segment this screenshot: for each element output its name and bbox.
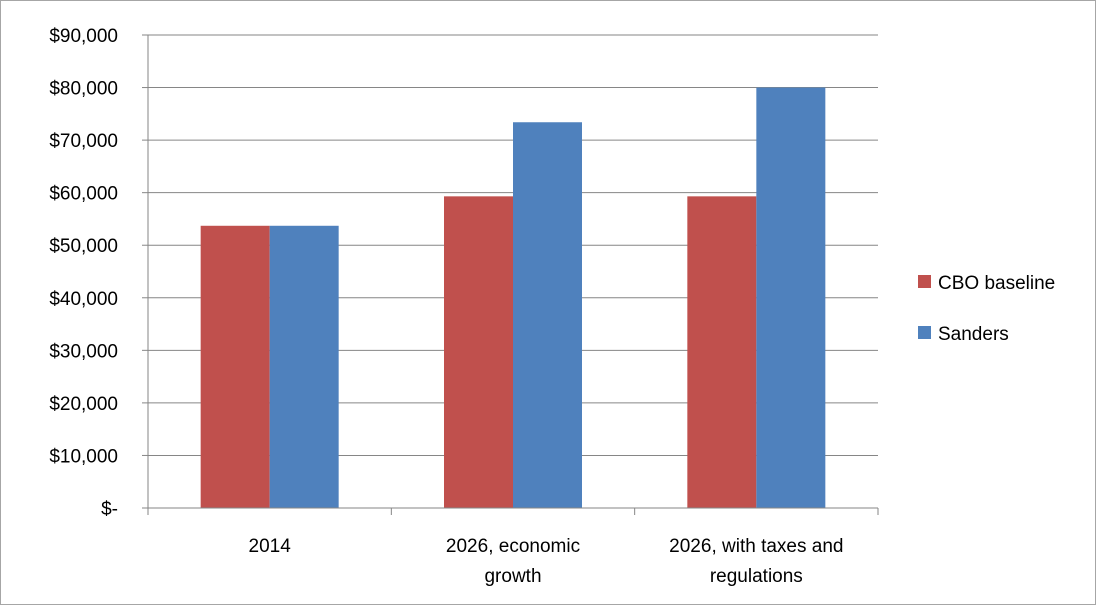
bar-sanders bbox=[513, 122, 582, 509]
axes bbox=[142, 34, 879, 515]
y-tick-label: $80,000 bbox=[49, 79, 118, 100]
y-tick-label: $90,000 bbox=[49, 26, 118, 47]
y-tick-label: $30,000 bbox=[49, 341, 118, 362]
bar-cbo-baseline bbox=[200, 225, 270, 508]
x-category-label: 2026, with taxes and regulations bbox=[669, 536, 843, 587]
bars bbox=[200, 87, 826, 509]
y-tick-label: $40,000 bbox=[49, 289, 118, 310]
y-axis-tick-labels: $- $10,000 $20,000 $30,000 $40,000 $50,000 $60… bbox=[49, 26, 118, 520]
bar-sanders bbox=[269, 225, 339, 508]
y-tick-label: $20,000 bbox=[49, 394, 118, 415]
legend-label: Sanders bbox=[938, 324, 1009, 345]
x-category-label: 2014 bbox=[249, 536, 292, 557]
legend-label: CBO baseline bbox=[938, 273, 1055, 294]
y-tick-label: $- bbox=[101, 499, 118, 520]
legend-swatch bbox=[918, 326, 931, 339]
bar-cbo-baseline bbox=[687, 196, 757, 508]
bar-sanders bbox=[756, 87, 826, 509]
bar-cbo-baseline bbox=[444, 196, 513, 508]
y-tick-label: $60,000 bbox=[49, 184, 118, 205]
y-tick-label: $10,000 bbox=[49, 446, 118, 467]
legend-swatch bbox=[918, 275, 931, 288]
y-tick-label: $50,000 bbox=[49, 236, 118, 257]
legend: CBO baseline Sanders bbox=[918, 273, 1055, 345]
y-tick-label: $70,000 bbox=[49, 131, 118, 152]
x-category-label: 2026, economic growth bbox=[446, 536, 580, 587]
x-axis-category-labels: 2014 2026, economic growth 2026, with taxes… bbox=[249, 536, 844, 587]
